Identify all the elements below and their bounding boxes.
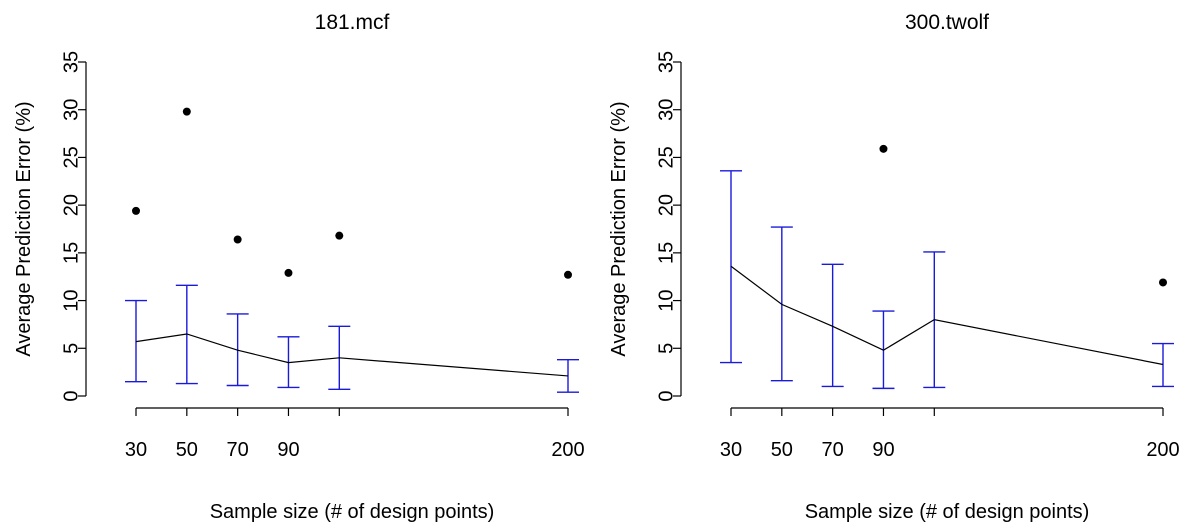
y-axis-label: Average Prediction Error (%) (13, 101, 35, 356)
y-tick-label: 15 (60, 242, 82, 264)
chart-title: 300.twolf (905, 11, 989, 34)
x-tick-label: 30 (125, 439, 147, 461)
x-tick-label: 30 (720, 439, 742, 461)
x-tick-label: 70 (822, 439, 844, 461)
outlier-point (564, 270, 572, 279)
x-tick-label: 70 (227, 439, 249, 461)
x-tick-label: 90 (872, 439, 894, 461)
outlier-point (182, 107, 191, 116)
mean-line (135, 333, 569, 377)
y-tick-label: 20 (655, 194, 677, 216)
outlier-point (284, 268, 293, 277)
y-tick-label: 5 (60, 343, 82, 354)
y-axis-label: Average Prediction Error (%) (608, 101, 630, 356)
y-tick-label: 0 (60, 390, 82, 401)
outlier-point (879, 144, 888, 153)
y-tick-label: 35 (60, 51, 82, 73)
y-tick-label: 25 (60, 146, 82, 168)
y-tick-label: 10 (60, 289, 82, 311)
outlier-point (335, 231, 344, 240)
y-tick-label: 15 (655, 242, 677, 264)
x-tick-label: 200 (551, 439, 584, 461)
outlier-point (233, 235, 242, 244)
outlier-point (1159, 278, 1167, 287)
x-axis-label: Sample size (# of design points) (805, 501, 1090, 523)
y-tick-label: 5 (655, 343, 677, 354)
x-tick-label: 200 (1146, 439, 1179, 461)
chart-panel-1: 181.mcf 0 5 10 15 20 25 30 35 Average Prediction … (13, 11, 585, 523)
x-tick-label: 50 (771, 439, 793, 461)
y-tick-label: 25 (655, 146, 677, 168)
y-tick-label: 10 (655, 289, 677, 311)
y-tick-label: 20 (60, 194, 82, 216)
y-tick-label: 30 (655, 99, 677, 121)
mean-line (730, 265, 1164, 366)
chart-title: 181.mcf (315, 11, 390, 34)
y-tick-label: 0 (655, 390, 677, 401)
outlier-point (132, 206, 140, 215)
y-tick-label: 35 (655, 51, 677, 73)
x-axis-label: Sample size (# of design points) (210, 501, 495, 523)
x-tick-label: 90 (277, 439, 299, 461)
y-tick-label: 30 (60, 99, 82, 121)
chart-panel-2: 300.twolf 0 5 10 15 20 25 30 35 Average Predictio… (608, 11, 1180, 523)
x-tick-label: 50 (176, 439, 198, 461)
